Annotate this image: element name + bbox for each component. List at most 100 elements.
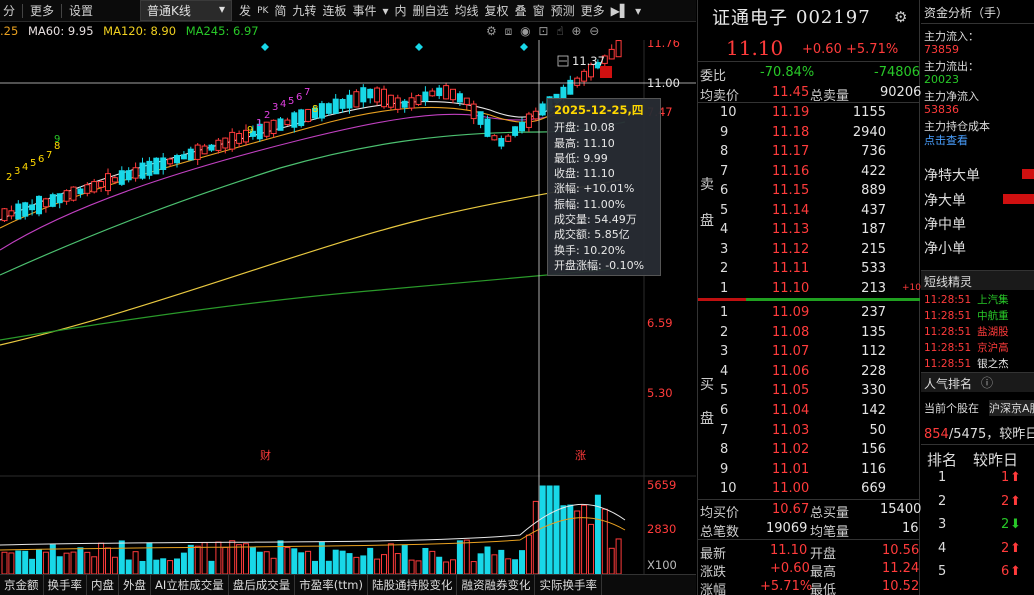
- toolbar-ma[interactable]: 均线: [454, 4, 479, 18]
- outflow-label: 主力流出：: [924, 60, 979, 73]
- order-level-row[interactable]: 6 11.04 142: [698, 401, 920, 421]
- toolbar-jiuzhuan[interactable]: 九转: [292, 4, 317, 18]
- toolbar-adjust[interactable]: 复权: [484, 4, 509, 18]
- level-price: 11.07: [772, 344, 810, 360]
- order-level-row[interactable]: 6 11.15 889: [698, 181, 920, 201]
- order-level-row[interactable]: 9 11.18 2940: [698, 123, 920, 143]
- news-item[interactable]: 11:28:51 京沪高: [921, 340, 1034, 355]
- order-level-row[interactable]: 5 11.14 437: [698, 201, 920, 221]
- tab-indicator[interactable]: 融资融券变化: [457, 575, 536, 595]
- news-item[interactable]: 11:28:51 上汽集: [921, 292, 1034, 307]
- gear-icon[interactable]: ⚙: [894, 8, 908, 26]
- caret-down-icon[interactable]: ▾: [382, 3, 389, 18]
- order-level-row[interactable]: 4 11.06 228: [698, 362, 920, 382]
- rank-scope[interactable]: 沪深京A股: [989, 400, 1034, 416]
- zoom-out-icon[interactable]: ⊖: [589, 24, 600, 38]
- nine-turn-label: 8: [312, 104, 318, 115]
- holding-link[interactable]: 点击查看: [924, 134, 968, 147]
- hand-icon[interactable]: ☝: [556, 24, 564, 38]
- candle-body: [387, 94, 394, 108]
- kline-chart[interactable]: 11.76 11.00 7.47 6.59 5.30 11.37 财 涨 234…: [0, 40, 696, 574]
- volume-bar: [153, 559, 160, 574]
- order-level-row[interactable]: 1 11.10 213 +10: [698, 279, 921, 299]
- toolbar-pk[interactable]: PK: [257, 5, 269, 16]
- tab-indicator[interactable]: 京金额: [0, 575, 44, 595]
- order-level-row[interactable]: 10 11.00 669: [698, 479, 920, 499]
- nine-turn-label: 6: [296, 92, 302, 103]
- order-level-row[interactable]: 3 11.07 112: [698, 342, 920, 362]
- lock-icon[interactable]: ⊡: [538, 24, 549, 38]
- order-level-row[interactable]: 9 11.01 116: [698, 460, 920, 480]
- toolbar-nei[interactable]: 内: [394, 4, 407, 18]
- kline-type-select[interactable]: 普通K线 ▾: [140, 0, 233, 21]
- latest-row: 最新 11.10 开盘 10.56: [698, 541, 920, 562]
- tooltip-line: 振幅: 11.00%: [554, 197, 626, 211]
- draw-tool-icon[interactable]: [600, 66, 612, 78]
- level-volume: 422: [861, 163, 886, 179]
- news-item[interactable]: 11:28:51 银之杰: [921, 356, 1034, 371]
- toolbar-predict[interactable]: 预测: [550, 4, 575, 18]
- order-level-row[interactable]: 3 11.12 215: [698, 240, 920, 260]
- candle-body: [560, 86, 567, 99]
- expand-icon[interactable]: ▶▌: [610, 3, 630, 18]
- order-level-row[interactable]: 4 11.13 187: [698, 220, 920, 240]
- candle-body: [401, 100, 408, 108]
- tab-indicator[interactable]: 市盈率(ttm): [295, 575, 368, 595]
- toolbar-settings[interactable]: 设置: [69, 4, 94, 18]
- info-icon[interactable]: ⓘ: [981, 376, 994, 390]
- toolbar-jian[interactable]: 简: [274, 4, 287, 18]
- toolbar-item[interactable]: 分: [3, 4, 16, 18]
- candle-body: [539, 103, 546, 116]
- volume-bar: [56, 556, 63, 574]
- order-level-row[interactable]: 7 11.03 50: [698, 421, 920, 441]
- tab-indicator[interactable]: 内盘: [87, 575, 119, 595]
- tab-indicator[interactable]: 陆股通持股变化: [368, 575, 458, 595]
- candle-body: [594, 62, 601, 69]
- order-level-row[interactable]: 2 11.11 533: [698, 259, 920, 279]
- toolbar-remove-watch[interactable]: 删自选: [412, 4, 449, 18]
- toolbar-window[interactable]: 窗: [532, 4, 545, 18]
- order-level-row[interactable]: 5 11.05 330: [698, 381, 920, 401]
- candle-body: [470, 103, 477, 120]
- tab-indicator[interactable]: 实际换手率: [535, 575, 602, 595]
- order-level-row[interactable]: 10 11.19 1155: [698, 103, 920, 123]
- volume-bar: [512, 559, 519, 574]
- order-level-row[interactable]: 2 11.08 135: [698, 323, 920, 343]
- toolbar-more[interactable]: 更多: [30, 4, 55, 18]
- news-item[interactable]: 11:28:51 盐湖股: [921, 324, 1034, 339]
- tab-indicator[interactable]: 盘后成交量: [229, 575, 296, 595]
- toolbar-more-2[interactable]: 更多: [580, 4, 605, 18]
- level-price: 11.04: [772, 403, 810, 418]
- candle-body: [298, 109, 305, 127]
- stock-header: 证通电子 002197: [698, 0, 919, 34]
- level-volume: 112: [861, 344, 886, 360]
- ruler-icon[interactable]: ⧈: [504, 24, 513, 38]
- toolbar-lianban[interactable]: 连板: [322, 4, 347, 18]
- order-level-row[interactable]: 7 11.16 422: [698, 162, 920, 182]
- chevron-down-icon[interactable]: ▾: [635, 3, 642, 18]
- tab-indicator[interactable]: 换手率: [44, 575, 87, 595]
- level-number: 4: [720, 222, 729, 237]
- fund-analysis-panel: 资金分析（手） 主力流入： 73859 主力流出： 20023 主力净流入 53…: [921, 0, 1034, 595]
- tab-indicator[interactable]: 外盘: [119, 575, 151, 595]
- gear-icon[interactable]: ⚙: [486, 24, 497, 38]
- toolbar-events[interactable]: 事件: [352, 4, 377, 18]
- latest-label: 最新: [700, 547, 727, 562]
- candle-body: [325, 103, 332, 114]
- news-item[interactable]: 11:28:51 中航重: [921, 308, 1034, 323]
- nine-turn-label: 9: [54, 134, 60, 145]
- arrow-up-icon: ⬆: [1010, 493, 1021, 509]
- pct: +5.71%: [760, 579, 813, 594]
- eye-icon[interactable]: ◉: [520, 24, 531, 38]
- order-level-row[interactable]: 8 11.17 736: [698, 142, 920, 162]
- toolbar-overlay[interactable]: 叠: [514, 4, 527, 18]
- zoom-in-icon[interactable]: ⊕: [571, 24, 582, 38]
- toolbar-fa[interactable]: 发: [239, 4, 252, 18]
- candle-body: [408, 97, 415, 109]
- news-header: [921, 270, 1034, 290]
- order-level-row[interactable]: 8 11.02 156: [698, 440, 920, 460]
- total-sell-label: 总卖量: [810, 89, 850, 104]
- kline-type-value: 普通K线: [147, 4, 191, 18]
- tab-indicator[interactable]: AI立桩成交量: [151, 575, 229, 595]
- order-level-row[interactable]: 1 11.09 237: [698, 303, 920, 323]
